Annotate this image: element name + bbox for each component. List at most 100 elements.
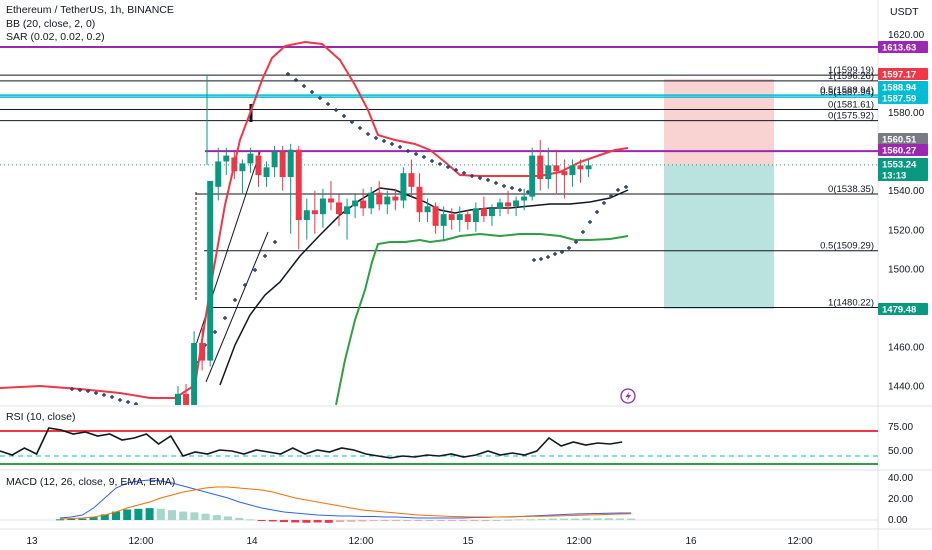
candle-body [561,171,568,176]
macd-histogram-bar [347,520,356,522]
macd-histogram-bar [627,518,636,520]
macd-histogram-bar [78,518,87,520]
candle-body [472,208,479,222]
macd-histogram-bar [190,512,199,520]
macd-line [59,479,632,519]
price-tick-label: 1500.00 [888,264,925,275]
fib-level-label: 0(1575.92) [828,111,874,122]
fib-level-label: 1(1596.26) [828,71,874,82]
macd-histogram-bar [481,520,490,521]
candle-body [255,155,262,176]
price-tag-label: 1613.63 [882,43,916,54]
sar-dot [510,186,514,190]
price-tag-label: 1479.48 [882,305,916,316]
sar-dot [502,184,506,188]
macd-histogram-bar [515,519,524,521]
time-tick-label: 12:00 [128,536,153,547]
sar-dot [126,400,130,404]
sar-dot [382,139,386,143]
candle-body [247,153,254,164]
candle-body [464,214,471,222]
sar-dot [470,174,474,178]
candle-body [537,155,544,180]
macd-pane[interactable] [0,479,878,523]
price-tag-label: 13:13 [882,171,906,182]
macd-histogram-bar [100,514,109,520]
sar-dot [595,210,599,214]
sar-dot [454,168,458,172]
candle-body [295,149,302,221]
sar-dot [609,194,613,198]
fib-level-label: 0.5(1509.29) [820,241,874,252]
macd-histogram-bar [89,517,98,520]
macd-histogram-bar [593,518,602,520]
candle-body [352,200,359,207]
macd-histogram-bar [616,518,624,520]
candle-body [497,202,503,209]
price-pane[interactable]: 1(1599.19)1(1596.26) 0.5(1588.94)0.5(1587… [0,40,878,421]
macd-histogram-bar [145,508,154,520]
macd-histogram-bar [604,518,613,520]
macd-histogram-bar [380,520,389,522]
macd-histogram-bar [268,520,277,522]
macd-histogram-bar [156,508,165,520]
sar-dot [78,388,82,392]
macd-histogram-bar [212,515,221,520]
candle-body [400,173,407,201]
macd-histogram-bar [302,520,311,523]
sar-indicator-label[interactable]: SAR (0.02, 0.02, 0.2) [6,31,105,43]
flash-icon[interactable] [620,388,636,404]
bb-lower-band [335,232,629,405]
price-tag-label: 1560.27 [882,146,916,157]
candle-body [577,165,584,170]
rsi-line [0,427,623,459]
take-profit-zone [664,164,774,309]
sar-dot [624,185,628,189]
sar-dot [616,188,620,192]
macd-histogram-bar [324,520,333,523]
price-tag-box [878,303,928,315]
price-tag-label: 1553.24 [882,160,917,171]
sar-dot [273,240,277,244]
fib-level-label: 0.5(1587.94) [820,87,874,98]
candle-body [223,155,230,162]
candle-body [360,200,367,209]
sar-dot [358,126,362,130]
candle-body [480,208,487,217]
sar-dot [310,90,314,94]
macd-histogram-bar [112,511,120,520]
macd-histogram-bar [470,520,479,521]
candle-body [513,200,520,207]
sar-dot [446,165,450,169]
sar-dot [134,402,138,405]
rsi-pane[interactable] [0,427,878,465]
sar-dot [102,393,106,397]
candle-body [263,167,270,178]
trend-line [205,231,269,383]
candle-body [231,157,238,172]
macd-histogram-bar [168,510,176,520]
price-tag-label: 1587.59 [882,94,916,105]
candle-body [199,343,206,361]
candle-body [191,343,198,405]
macd-histogram-bar [235,517,244,520]
macd-histogram-bar [224,516,232,520]
price-tag-label: 1597.17 [882,70,916,81]
macd-indicator-label[interactable]: MACD (12, 26, close, 9, EMA, EMA) [6,476,176,488]
symbol-title[interactable]: Ethereum / TetherUS, 1h, BINANCE [6,4,174,16]
bb-indicator-label[interactable]: BB (20, close, 2, 0) [6,18,96,30]
candle-body [456,214,463,221]
candle-body [175,393,181,405]
candle-body [440,214,447,226]
sar-dot [486,178,490,182]
macd-histogram-bar [123,509,132,520]
sar-dot [546,255,550,259]
rsi-indicator-label[interactable]: RSI (10, close) [6,411,76,423]
sar-dot [438,162,442,166]
axes: 1620.001600.001580.001560.001540.001520.… [26,30,924,547]
candle-body [271,151,278,168]
time-tick-label: 12:00 [348,536,373,547]
sar-dot [223,316,227,320]
candle-body [432,206,439,226]
